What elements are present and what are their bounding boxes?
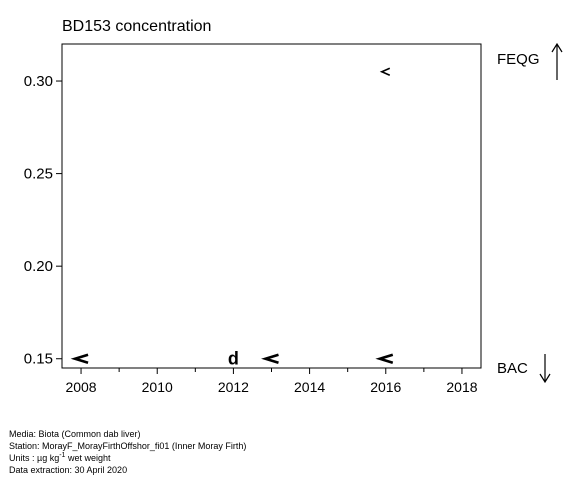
y-tick-label: 0.25 [24,166,53,183]
data-point-d: d [228,349,239,369]
y-tick-label: 0.20 [24,258,53,275]
x-tick-label: 2010 [142,379,173,395]
footer-media: Media: Biota (Common dab liver) [9,429,141,439]
x-tick-label: 2016 [370,379,401,395]
feqg-label: FEQG [497,51,540,68]
footer-extraction: Data extraction: 30 April 2020 [9,465,128,475]
y-tick-label: 0.30 [24,73,53,90]
data-point-less-than [261,353,279,364]
data-point-less-than [70,353,89,364]
bac-down-arrow-icon [539,354,551,384]
footer-units-prefix: Units : µg kg [9,453,60,463]
x-tick-label: 2012 [218,379,249,395]
y-tick-label: 0.15 [24,351,53,368]
x-tick-label: 2008 [65,379,96,395]
chart-title: BD153 concentration [62,18,212,35]
footer-units-sup: -1 [59,452,66,459]
data-point-less-than [375,353,394,364]
footer-units: Units : µg kg-1 wet weight [9,452,111,464]
plot-area [61,43,482,369]
footer-station: Station: MorayF_MorayFirthOffshor_fi01 (… [9,441,247,451]
feqg-up-arrow-icon [551,42,563,80]
footer-units-suffix: wet weight [65,453,111,463]
x-tick-label: 2018 [446,379,477,395]
x-tick-label: 2014 [294,379,325,395]
bac-label: BAC [497,360,528,377]
data-point-less-than-small [379,67,391,77]
